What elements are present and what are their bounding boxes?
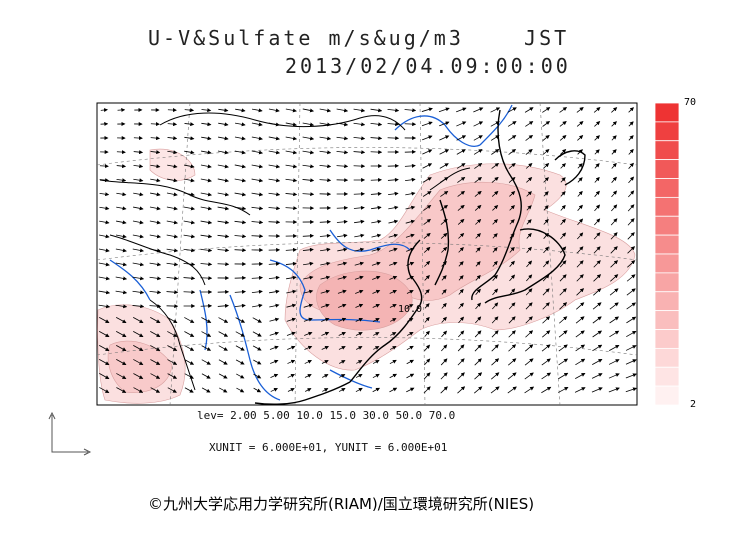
colorbar-swatch bbox=[655, 273, 679, 292]
colorbar bbox=[655, 103, 679, 405]
colorbar-swatch bbox=[655, 122, 679, 141]
copyright-notice: ©九州大学応用力学研究所(RIAM)/国立環境研究所(NIES) bbox=[148, 493, 534, 514]
wind-arrow-icon bbox=[201, 278, 212, 279]
colorbar-swatch bbox=[655, 311, 679, 330]
wind-arrow-icon bbox=[405, 124, 416, 125]
wind-arrow-icon bbox=[337, 208, 347, 209]
colorbar-swatch bbox=[655, 179, 679, 198]
contour-levels: lev= 2.00 5.00 10.0 15.0 30.0 50.0 70.0 bbox=[197, 409, 455, 422]
colorbar-min-label: 2 bbox=[690, 399, 696, 410]
axis-reference-icon bbox=[49, 413, 90, 455]
colorbar-swatch bbox=[655, 254, 679, 273]
colorbar-swatch bbox=[655, 367, 679, 386]
colorbar-swatch bbox=[655, 216, 679, 235]
wind-arrow-icon bbox=[117, 152, 125, 153]
colorbar-swatch bbox=[655, 235, 679, 254]
colorbar-swatch bbox=[655, 386, 679, 405]
vector-units: XUNIT = 6.000E+01, YUNIT = 6.000E+01 bbox=[209, 441, 447, 454]
colorbar-max-label: 70 bbox=[684, 97, 696, 108]
contour-label: 10.0 bbox=[398, 304, 422, 315]
colorbar-swatch bbox=[655, 197, 679, 216]
wind-arrow-icon bbox=[134, 138, 142, 139]
colorbar-swatch bbox=[655, 103, 679, 122]
colorbar-swatch bbox=[655, 141, 679, 160]
colorbar-swatch bbox=[655, 292, 679, 311]
wind-arrow-icon bbox=[388, 138, 399, 139]
colorbar-swatch bbox=[655, 330, 679, 349]
colorbar-swatch bbox=[655, 348, 679, 367]
wind-arrow-icon bbox=[100, 166, 108, 167]
colorbar-swatch bbox=[655, 160, 679, 179]
wind-arrow-icon bbox=[218, 264, 229, 265]
